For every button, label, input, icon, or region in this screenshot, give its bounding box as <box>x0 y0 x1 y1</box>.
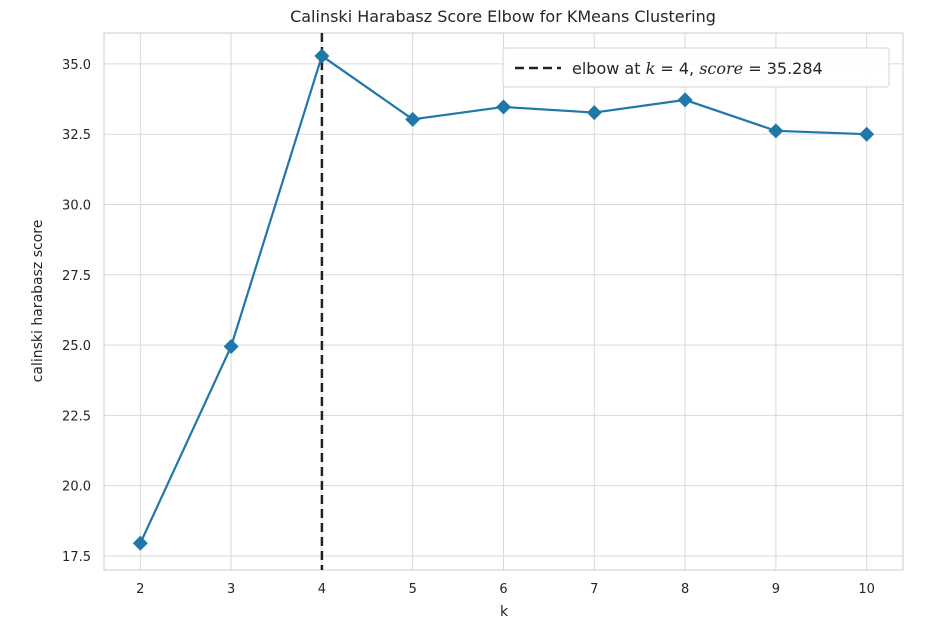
legend-label-k: k <box>646 59 656 78</box>
y-tick-label: 20.0 <box>62 480 91 495</box>
legend-label-prefix: elbow at <box>572 59 646 78</box>
data-point-k6 <box>496 99 511 115</box>
legend-label: elbow at k = 4, score = 35.284 <box>572 59 823 78</box>
plot-area-border <box>103 32 904 571</box>
legend-label-k-value: = 4, <box>655 59 699 78</box>
data-point-k5 <box>405 111 421 127</box>
legend: elbow at k = 4, score = 35.284 <box>502 47 890 88</box>
data-markers <box>132 48 875 551</box>
x-tick-label: 2 <box>136 582 144 597</box>
x-tick-label: 7 <box>590 582 598 597</box>
y-tick-labels: 17.5 20.0 22.5 25.0 27.5 30.0 32.5 35.0 <box>62 58 91 565</box>
x-tick-label: 9 <box>772 582 780 597</box>
y-tick-label: 30.0 <box>62 199 91 214</box>
chart-title: Calinski Harabasz Score Elbow for KMeans… <box>290 7 716 26</box>
y-tick-label: 27.5 <box>62 269 91 284</box>
data-point-k9 <box>768 123 784 139</box>
x-tick-label: 4 <box>318 582 326 597</box>
x-tick-label: 10 <box>858 582 875 597</box>
data-point-k3 <box>223 338 239 354</box>
y-axis-label: calinski harabasz score <box>30 220 46 383</box>
y-tick-label: 35.0 <box>62 58 91 73</box>
x-tick-label: 8 <box>681 582 689 597</box>
data-point-k2 <box>132 535 148 551</box>
y-tick-label: 17.5 <box>62 550 91 565</box>
legend-label-score: score <box>699 59 743 78</box>
x-tick-label: 6 <box>499 582 507 597</box>
y-tick-label: 22.5 <box>62 409 91 424</box>
data-point-k4 <box>314 48 330 64</box>
legend-box <box>502 47 890 88</box>
y-tick-label: 25.0 <box>62 339 91 354</box>
x-tick-labels: 2 3 4 5 6 7 8 9 10 <box>136 582 875 597</box>
data-point-k10 <box>859 126 875 142</box>
x-tick-label: 3 <box>227 582 235 597</box>
y-tick-label: 32.5 <box>62 128 91 143</box>
data-point-k8 <box>677 92 693 108</box>
x-tick-label: 5 <box>409 582 417 597</box>
legend-label-score-value: = 35.284 <box>743 59 823 78</box>
data-point-k7 <box>586 105 602 121</box>
x-axis-label: k <box>500 604 509 620</box>
